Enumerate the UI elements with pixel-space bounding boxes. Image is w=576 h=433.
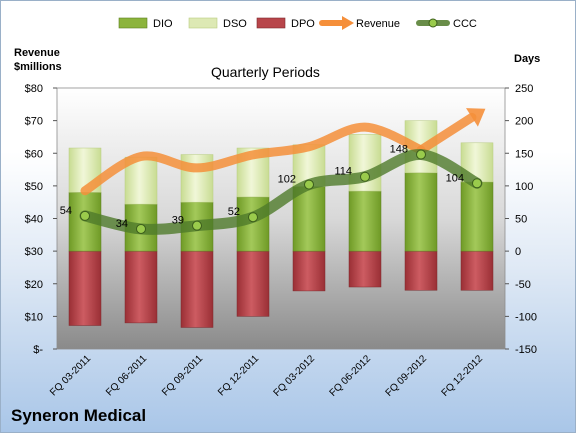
legend-label-revenue: Revenue — [356, 18, 400, 30]
bar-dpo — [348, 250, 382, 288]
left-axis-tick-label: $- — [33, 344, 43, 356]
category-label: FQ 03-2011 — [48, 353, 93, 398]
left-axis-tick-label: $80 — [25, 83, 43, 95]
category-label: FQ 12-2012 — [440, 353, 486, 399]
right-axis-tick-label: -150 — [515, 344, 537, 356]
ccc-point — [136, 223, 146, 234]
left-axis-tick-label: $40 — [25, 214, 43, 226]
right-axis-tick-label: -100 — [515, 311, 537, 323]
legend-label-dio: DIO — [153, 18, 173, 30]
ccc-data-label: 52 — [228, 206, 240, 218]
category-label: FQ 12-2011 — [216, 353, 261, 398]
left-axis-tick-label: $10 — [25, 311, 43, 323]
ccc-point — [248, 212, 258, 223]
left-axis-tick-label: $50 — [25, 181, 43, 193]
category-label: FQ 09-2012 — [384, 353, 430, 399]
ccc-data-label: 34 — [116, 218, 128, 230]
revenue-line — [80, 122, 426, 196]
bar-dpo — [124, 250, 158, 324]
legend-label-dso: DSO — [223, 18, 247, 30]
right-axis-tick-label: 200 — [515, 116, 533, 128]
right-axis-tick-label: 50 — [515, 214, 527, 226]
ccc-data-label: 102 — [278, 174, 296, 186]
right-axis-tick-label: 0 — [515, 246, 521, 258]
revenue-line-end — [416, 112, 477, 155]
legend: DIO DSO DPO Revenue CCC — [118, 16, 477, 30]
revenue-arrowhead — [466, 108, 486, 127]
legend-swatch-dso — [188, 17, 218, 29]
legend-swatch-dio — [118, 17, 148, 29]
ccc-point — [80, 210, 90, 221]
legend-label-dpo: DPO — [291, 18, 315, 30]
ccc-point — [472, 178, 482, 189]
bar-dio — [460, 181, 494, 252]
category-label: FQ 06-2012 — [328, 353, 374, 399]
bar-dpo — [68, 250, 102, 326]
legend-swatch-dpo — [256, 17, 286, 29]
ccc-point — [192, 220, 202, 231]
right-axis-tick-label: -50 — [515, 279, 531, 291]
right-axis-tick-label: 150 — [515, 148, 533, 160]
ccc-point — [304, 179, 314, 190]
bar-dpo — [180, 250, 214, 328]
left-axis-tick-label: $20 — [25, 279, 43, 291]
bar-dpo — [404, 250, 438, 291]
ccc-data-label: 114 — [334, 166, 352, 178]
category-label: FQ 09-2011 — [160, 353, 205, 398]
bar-dpo — [236, 250, 270, 317]
bar-dpo — [460, 250, 494, 291]
legend-label-ccc: CCC — [453, 18, 477, 30]
chart-title: Quarterly Periods — [211, 64, 320, 80]
ccc-data-label: 39 — [172, 215, 184, 227]
bar-dio — [292, 186, 326, 252]
left-axis-tick-label: $30 — [25, 246, 43, 258]
legend-arrowhead-revenue — [342, 16, 354, 30]
bar-dpo — [292, 250, 326, 292]
bar-dio — [404, 172, 438, 252]
ccc-data-label: 54 — [60, 205, 72, 217]
ccc-point — [360, 171, 370, 182]
ccc-point — [416, 149, 426, 160]
company-name: Syneron Medical — [11, 406, 147, 425]
category-label: FQ 03-2012 — [272, 353, 318, 399]
right-axis-tick-label: 100 — [515, 181, 533, 193]
left-axis-title-line2: $millions — [14, 61, 62, 73]
ccc-data-label: 104 — [446, 172, 464, 184]
left-axis-tick-label: $70 — [25, 116, 43, 128]
legend-marker-ccc — [428, 18, 438, 28]
right-axis-tick-label: 250 — [515, 83, 533, 95]
ccc-data-label: 148 — [390, 144, 408, 156]
left-axis-tick-label: $60 — [25, 148, 43, 160]
right-axis-title: Days — [514, 53, 541, 65]
category-label: FQ 06-2011 — [104, 353, 149, 398]
left-axis-title: Revenue $millions — [14, 46, 62, 74]
left-axis-title-line1: Revenue — [14, 47, 60, 59]
bar-dio — [348, 190, 382, 252]
